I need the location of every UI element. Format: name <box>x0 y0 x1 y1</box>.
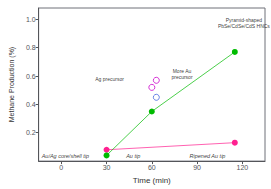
svg-text:0.4: 0.4 <box>26 101 36 108</box>
svg-text:1.0: 1.0 <box>26 16 36 23</box>
svg-text:Ag precursor: Ag precursor <box>95 76 124 82</box>
svg-text:0.2: 0.2 <box>26 129 36 136</box>
svg-text:0: 0 <box>59 164 63 171</box>
svg-text:Au/Ag core/shell tip: Au/Ag core/shell tip <box>41 153 89 159</box>
svg-text:Au tip: Au tip <box>125 153 140 159</box>
svg-text:0.8: 0.8 <box>26 44 36 51</box>
svg-text:Methane Production (%): Methane Production (%) <box>8 47 16 122</box>
svg-text:Time (min): Time (min) <box>133 176 171 185</box>
svg-text:60: 60 <box>148 164 156 171</box>
svg-text:0.6: 0.6 <box>26 73 36 80</box>
svg-text:120: 120 <box>237 164 249 171</box>
svg-text:PbSe/CdSe/CdS HNCs: PbSe/CdSe/CdS HNCs <box>218 23 270 29</box>
svg-text:More Au: More Au <box>172 68 192 75</box>
svg-text:Ripened Au tip: Ripened Au tip <box>190 153 226 159</box>
svg-text:30: 30 <box>103 164 111 171</box>
svg-text:90: 90 <box>193 164 201 171</box>
svg-text:Pyramid-shaped: Pyramid-shaped <box>225 17 263 24</box>
svg-text:precursor: precursor <box>171 74 192 80</box>
